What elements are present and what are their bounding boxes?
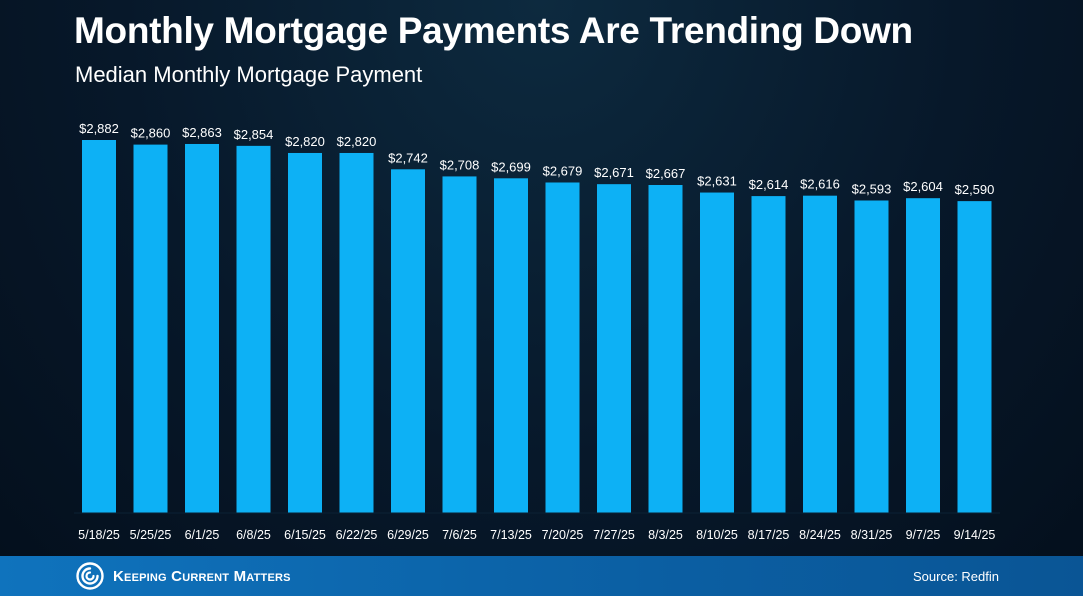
x-tick-label: 6/22/25: [336, 528, 378, 542]
bar-6/8/25: [236, 145, 271, 513]
x-tick-label: 5/25/25: [130, 528, 172, 542]
x-tick-label: 7/20/25: [542, 528, 584, 542]
value-label: $2,708: [440, 157, 480, 172]
bar-7/27/25: [597, 184, 631, 514]
bar-8/31/25: [854, 200, 889, 514]
x-tick-label: 6/29/25: [387, 528, 429, 542]
bar-9/7/25: [906, 198, 940, 513]
kcm-swirl-icon: [76, 562, 104, 590]
value-label: $2,671: [594, 165, 634, 180]
bar-7/13/25: [494, 178, 528, 513]
bar-chart: $2,882 $2,860 $2,863 $2,854 $2,820 $2,820 $2,7…: [74, 121, 1000, 542]
bars-group: [82, 140, 992, 514]
bar-8/10/25: [700, 192, 734, 514]
value-label: $2,820: [337, 134, 377, 149]
x-tick-label: 7/13/25: [490, 528, 532, 542]
value-label: $2,854: [234, 127, 274, 142]
bar-7/20/25: [545, 182, 580, 513]
value-label: $2,631: [697, 174, 737, 189]
x-tick-label: 8/31/25: [851, 528, 893, 542]
bar-5/25/25: [133, 144, 168, 514]
x-tick-label: 8/24/25: [799, 528, 841, 542]
value-labels-group: $2,882 $2,860 $2,863 $2,854 $2,820 $2,820 $2,7…: [79, 121, 994, 197]
bar-6/22/25: [339, 152, 374, 514]
x-tick-label: 8/3/25: [648, 528, 683, 542]
value-label: $2,614: [749, 177, 789, 192]
value-label: $2,616: [800, 177, 840, 192]
x-tick-label: 9/14/25: [954, 528, 996, 542]
x-tick-label: 6/1/25: [185, 528, 220, 542]
bar-6/15/25: [288, 152, 322, 514]
value-label: $2,860: [131, 126, 171, 141]
chart-subtitle: Median Monthly Mortgage Payment: [75, 62, 423, 87]
value-label: $2,699: [491, 159, 531, 174]
value-label: $2,667: [646, 166, 686, 181]
bar-8/3/25: [648, 185, 683, 513]
source-note: Source: Redfin: [913, 569, 999, 584]
bar-8/24/25: [803, 195, 837, 513]
value-label: $2,593: [852, 181, 892, 196]
bar-6/1/25: [185, 143, 219, 513]
x-tick-label: 6/8/25: [236, 528, 271, 542]
x-tick-label: 7/6/25: [442, 528, 477, 542]
value-label: $2,882: [79, 121, 119, 136]
brand-name: Keeping Current Matters: [113, 568, 291, 585]
chart-title: Monthly Mortgage Payments Are Trending D…: [74, 10, 913, 51]
x-tick-labels-group: 5/18/25 5/25/25 6/1/25 6/8/25 6/15/25 6/22/25…: [78, 528, 995, 542]
value-label: $2,820: [285, 134, 325, 149]
x-tick-label: 9/7/25: [906, 528, 941, 542]
x-tick-label: 7/27/25: [593, 528, 635, 542]
value-label: $2,863: [182, 125, 222, 140]
bar-8/17/25: [751, 196, 786, 513]
x-tick-label: 6/15/25: [284, 528, 326, 542]
bar-7/6/25: [442, 176, 477, 513]
value-label: $2,679: [543, 163, 583, 178]
value-label: $2,590: [955, 182, 995, 197]
x-tick-label: 8/17/25: [748, 528, 790, 542]
x-tick-label: 8/10/25: [696, 528, 738, 542]
bar-6/29/25: [391, 169, 425, 514]
footer-bar: Keeping Current Matters Source: Redfin: [0, 556, 1083, 596]
value-label: $2,742: [388, 150, 428, 165]
x-tick-label: 5/18/25: [78, 528, 120, 542]
bar-5/18/25: [82, 140, 116, 513]
value-label: $2,604: [903, 179, 943, 194]
bar-9/14/25: [957, 201, 992, 513]
